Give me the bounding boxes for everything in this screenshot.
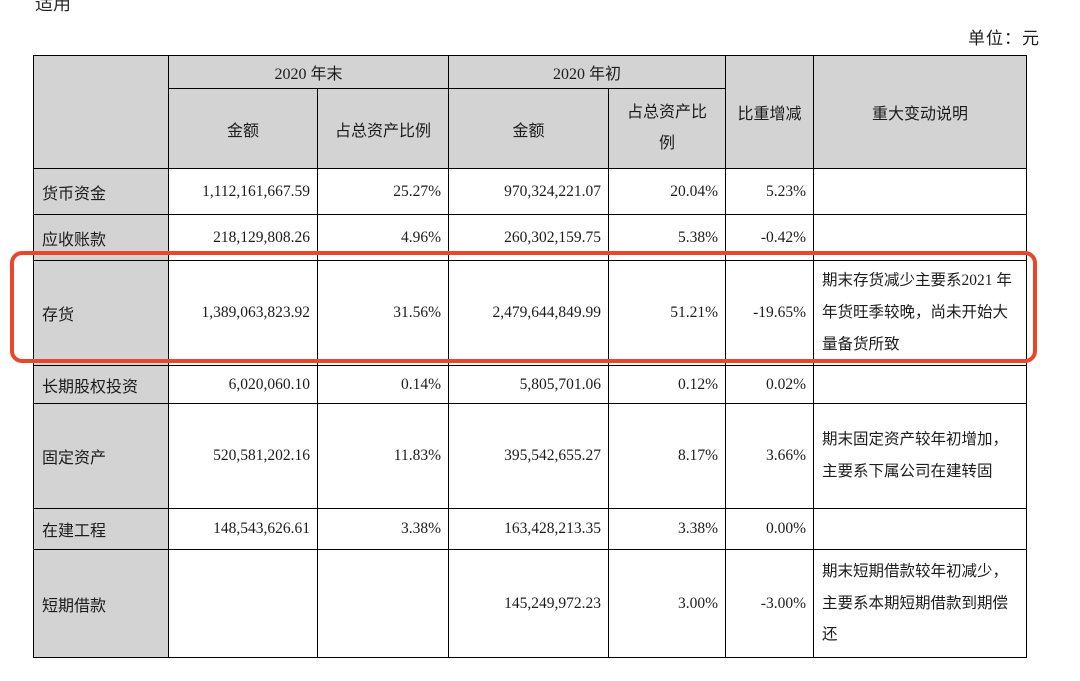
cell-start-amount: 5,805,701.06 [448,365,610,404]
cell-end-ratio: 31.56% [316,260,450,366]
row-label: 长期股权投资 [33,365,169,404]
cell-start-ratio: 3.00% [608,549,727,658]
cell-end-amount: 218,129,808.26 [168,214,318,261]
cell-note [813,168,1028,215]
header-period-start-2020: 2020 年初 [448,55,727,89]
cell-end-amount: 1,112,161,667.59 [168,168,318,215]
header-row-measures: 金额 占总资产比例 金额 占总资产比例 [34,88,1027,169]
cell-start-amount: 395,542,655.27 [448,403,610,509]
cell-end-ratio [316,549,450,658]
cell-start-amount: 145,249,972.23 [448,549,610,658]
cell-start-amount: 970,324,221.07 [448,168,610,215]
cell-change: 5.23% [725,168,815,215]
row-label: 在建工程 [33,508,169,550]
cell-start-ratio: 51.21% [608,260,727,366]
table-row-inventory: 存货 1,389,063,823.92 31.56% 2,479,644,849… [33,260,1028,366]
cell-end-amount: 6,020,060.10 [168,365,318,404]
header-period-end-2020: 2020 年末 [167,55,450,89]
table-row-long-term-equity-investment: 长期股权投资 6,020,060.10 0.14% 5,805,701.06 0… [33,365,1028,404]
table-row-short-term-borrowings: 短期借款 145,249,972.23 3.00% -3.00% 期末短期借款较… [33,549,1028,658]
cell-start-amount: 163,428,213.35 [448,508,610,550]
cell-start-ratio: 0.12% [608,365,727,404]
cell-note: 期末短期借款较年初减少，主要系本期短期借款到期偿还 [813,549,1028,658]
cell-note: 期末存货减少主要系2021 年年货旺季较晚，尚未开始大量备货所致 [813,260,1028,366]
cell-change: 0.00% [725,508,815,550]
cell-end-ratio: 3.38% [316,508,450,550]
header-amount-start: 金额 [448,88,610,169]
cell-end-ratio: 25.27% [316,168,450,215]
cell-start-ratio: 20.04% [608,168,727,215]
header-ratio-start: 占总资产比例 [608,88,727,169]
unit-label: 单位：元 [968,29,1040,48]
header-ratio-end: 占总资产比例 [316,88,450,169]
header-ratio-start-text: 占总资产比例 [627,104,708,152]
cell-end-amount: 1,389,063,823.92 [168,260,318,366]
cell-note [813,365,1028,404]
cell-start-amount: 260,302,159.75 [448,214,610,261]
cell-note [813,214,1028,261]
cell-change: -0.42% [725,214,815,261]
table-row-fixed-assets: 固定资产 520,581,202.16 11.83% 395,542,655.2… [33,403,1028,509]
row-label: 短期借款 [33,549,169,658]
cell-note: 期末固定资产较年初增加，主要系下属公司在建转固 [813,403,1028,509]
cell-change: -19.65% [725,260,815,366]
cell-change: -3.00% [725,549,815,658]
cell-start-ratio: 5.38% [608,214,727,261]
cell-start-ratio: 8.17% [608,403,727,509]
cell-change: 3.66% [725,403,815,509]
table-row-construction-in-progress: 在建工程 148,543,626.61 3.38% 163,428,213.35… [33,508,1028,550]
header-change: 比重增减 [725,55,815,169]
cell-end-ratio: 4.96% [316,214,450,261]
cell-start-ratio: 3.38% [608,508,727,550]
cell-note [813,508,1028,550]
row-label: 固定资产 [33,403,169,509]
header-amount-end: 金额 [168,88,318,169]
applicable-clipped-text: 适用 [35,0,71,14]
cell-end-ratio: 0.14% [316,365,450,404]
cell-change: 0.02% [725,365,815,404]
cell-end-ratio: 11.83% [316,403,450,509]
row-label: 应收账款 [33,214,169,261]
cell-end-amount [168,549,318,658]
assets-composition-table: 2020 年末 2020 年初 比重增减 重大变动说明 金额 占总资产比例 金额… [33,55,1028,658]
table-row-accounts-receivable: 应收账款 218,129,808.26 4.96% 260,302,159.75… [33,214,1028,261]
row-label: 存货 [33,260,169,366]
cell-end-amount: 520,581,202.16 [168,403,318,509]
row-label: 货币资金 [33,168,169,215]
header-row-periods: 2020 年末 2020 年初 比重增减 重大变动说明 [33,55,1028,169]
header-item-blank [33,55,169,169]
cell-start-amount: 2,479,644,849.99 [448,260,610,366]
table-row-monetary-funds: 货币资金 1,112,161,667.59 25.27% 970,324,221… [33,168,1028,215]
header-explanation: 重大变动说明 [813,55,1028,169]
cell-end-amount: 148,543,626.61 [168,508,318,550]
